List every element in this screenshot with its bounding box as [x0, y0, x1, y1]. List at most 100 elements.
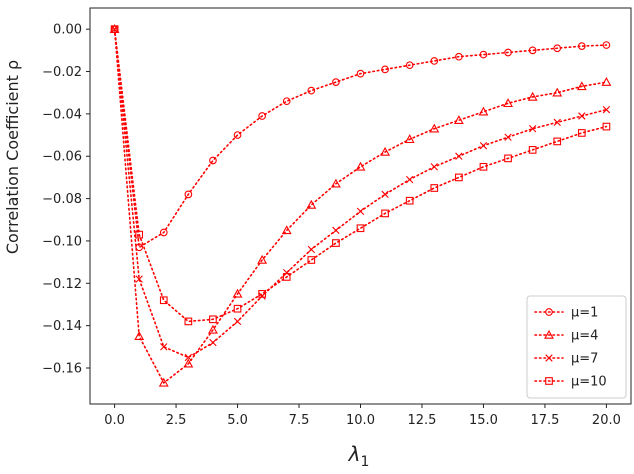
data-point — [405, 196, 414, 205]
data-point — [455, 52, 463, 61]
data-point — [160, 343, 168, 351]
data-point — [332, 226, 340, 235]
x-tick-label: 0.0 — [104, 413, 125, 428]
data-point — [602, 122, 611, 131]
data-point — [209, 156, 217, 165]
data-point — [528, 125, 537, 133]
data-point — [544, 329, 554, 339]
legend-label: μ=7 — [571, 352, 598, 367]
data-point — [430, 163, 438, 171]
data-point — [453, 115, 464, 124]
data-point — [429, 123, 440, 133]
data-point — [576, 81, 587, 91]
data-point — [578, 112, 586, 120]
data-point — [479, 50, 488, 59]
data-point — [528, 46, 537, 55]
data-point — [380, 146, 391, 156]
data-point — [184, 317, 193, 326]
data-point — [184, 353, 193, 362]
data-point — [232, 288, 243, 298]
data-point — [233, 317, 242, 326]
data-point — [306, 199, 317, 209]
data-point — [159, 228, 168, 237]
data-point — [159, 296, 168, 305]
x-tick-label: 7.5 — [289, 413, 310, 428]
data-point — [504, 133, 512, 141]
y-tick-label: −0.10 — [42, 234, 82, 249]
y-tick-label: −0.08 — [42, 192, 82, 207]
axis-ticks: 0.0 2.5 5.0 7.5 10.0 12.5 15.0 17.5 20.0 0.00 −0.0… — [42, 23, 621, 428]
data-point — [134, 331, 145, 340]
data-point — [307, 86, 316, 95]
data-point — [553, 44, 562, 53]
legend-item: μ=1 — [534, 306, 598, 321]
data-point — [307, 256, 316, 264]
data-point — [355, 161, 366, 171]
legend: μ=1 μ=4 μ=7 μ=10 — [526, 295, 627, 399]
data-point — [158, 377, 169, 387]
data-point — [577, 129, 586, 137]
data-point — [381, 190, 389, 199]
data-point — [455, 173, 463, 182]
data-point — [233, 304, 242, 313]
y-tick-label: −0.16 — [42, 362, 82, 377]
data-point — [430, 184, 439, 192]
data-point — [479, 141, 488, 150]
legend-label: μ=10 — [571, 375, 607, 390]
data-point — [528, 146, 537, 154]
data-point — [332, 78, 340, 86]
data-point — [405, 175, 414, 184]
data-point — [545, 354, 553, 362]
x-tick-label: 15.0 — [469, 413, 498, 428]
data-point — [430, 57, 439, 65]
series-line — [113, 28, 608, 323]
x-tick-label: 17.5 — [530, 413, 559, 428]
legend-item: μ=4 — [534, 329, 598, 344]
data-point — [553, 118, 561, 127]
data-point — [381, 209, 389, 218]
legend-box — [526, 295, 627, 399]
data-point — [135, 243, 144, 252]
data-point — [504, 48, 512, 57]
data-point — [209, 315, 217, 324]
x-axis-label: λ1 — [348, 442, 370, 470]
data-point — [381, 65, 389, 74]
data-point — [135, 230, 144, 239]
data-point — [356, 69, 365, 78]
data-point — [545, 308, 553, 316]
data-point — [577, 42, 586, 50]
data-point — [553, 137, 562, 146]
series-circle — [110, 25, 611, 252]
x-tick-label: 5.0 — [227, 413, 248, 428]
legend-item: μ=7 — [534, 352, 598, 367]
data-point — [527, 91, 538, 101]
data-point — [405, 61, 414, 70]
data-point — [110, 25, 119, 34]
data-point — [307, 245, 316, 254]
y-tick-label: −0.14 — [42, 319, 82, 334]
x-tick-label: 2.5 — [166, 413, 187, 428]
data-point — [503, 98, 513, 108]
data-point — [282, 273, 291, 281]
series-x — [110, 25, 611, 362]
data-point — [183, 358, 194, 368]
data-point — [233, 131, 242, 139]
x-tick-label: 20.0 — [592, 413, 621, 428]
data-point — [257, 254, 268, 264]
data-point — [552, 87, 563, 97]
y-tick-label: −0.06 — [42, 150, 82, 165]
data-point — [258, 290, 266, 298]
data-point — [479, 162, 488, 171]
data-point — [332, 239, 340, 247]
series-lines — [109, 24, 612, 387]
svg-text:λ1: λ1 — [348, 442, 370, 469]
data-point — [602, 105, 611, 114]
data-point — [258, 112, 266, 120]
data-point — [404, 134, 415, 144]
series-square — [110, 25, 611, 326]
data-point — [330, 178, 341, 188]
x-tick-label: 10.0 — [346, 413, 375, 428]
data-point — [356, 207, 365, 215]
